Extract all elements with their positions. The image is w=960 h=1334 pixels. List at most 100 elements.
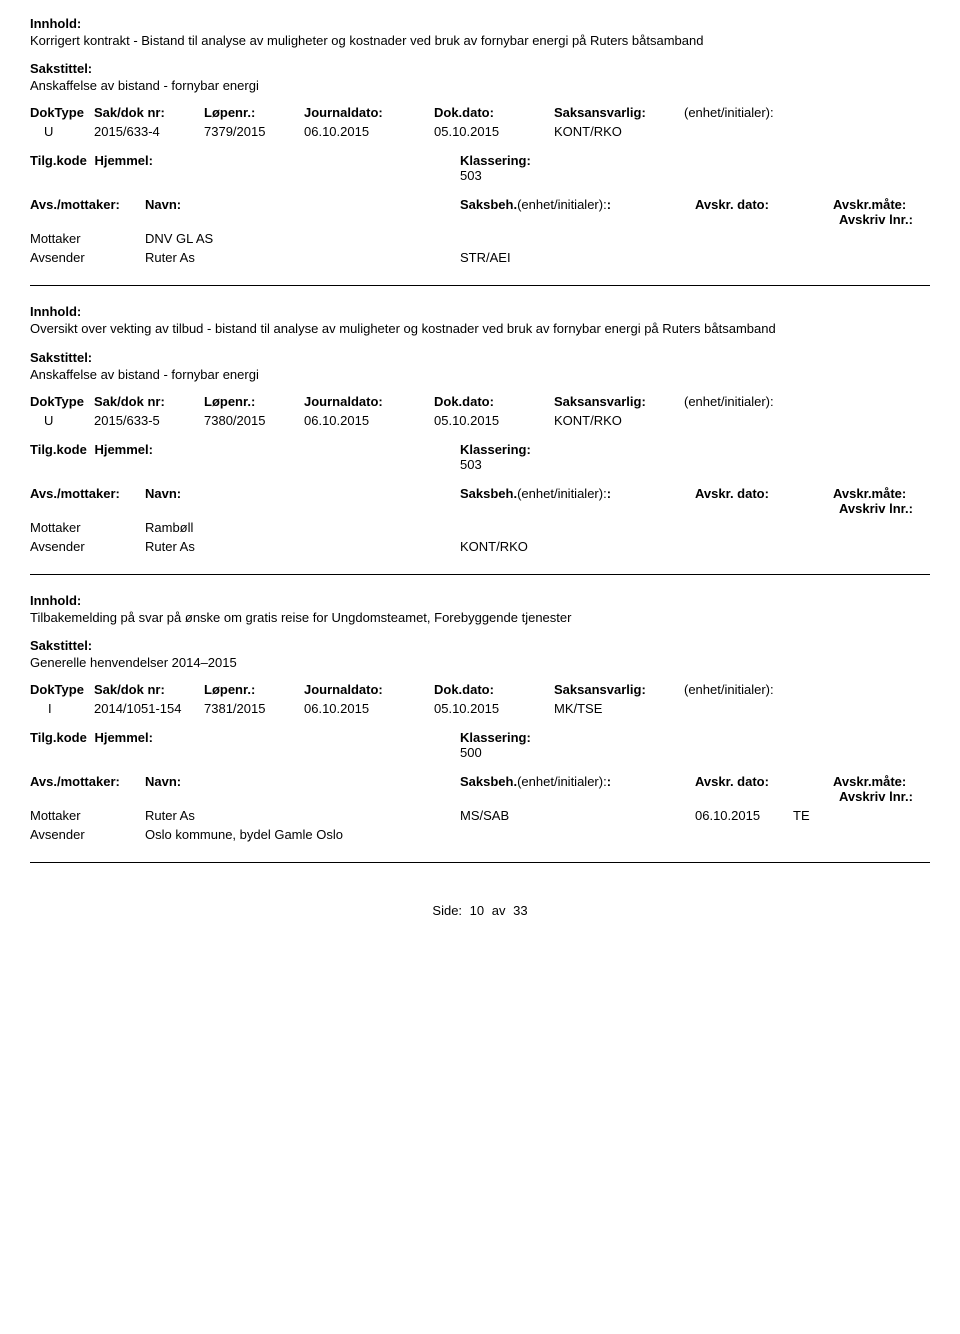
party-name: DNV GL AS (145, 231, 460, 246)
hjemmel-label: Hjemmel: (94, 153, 153, 168)
party-avskr-mate: TE (793, 808, 833, 823)
innhold-text: Oversikt over vekting av tilbud - bistan… (30, 321, 930, 337)
party-saksbeh: STR/AEI (460, 250, 695, 265)
meta-value-row: U 2015/633-5 7380/2015 06.10.2015 05.10.… (30, 413, 930, 428)
avsmottaker-label: Avs./mottaker: (30, 774, 145, 804)
page-footer: Side: 10 av 33 (30, 903, 930, 918)
avsmottaker-label: Avs./mottaker: (30, 197, 145, 227)
sakdok-label: Sak/dok nr: (94, 105, 204, 120)
meta-header-row: DokType Sak/dok nr: Løpenr.: Journaldato… (30, 682, 930, 697)
party-role: Avsender (30, 250, 145, 265)
meta-header-row: DokType Sak/dok nr: Løpenr.: Journaldato… (30, 105, 930, 120)
lopenr-label: Løpenr.: (204, 394, 304, 409)
journal-entry: Innhold: Tilbakemelding på svar på ønske… (30, 593, 930, 863)
innhold-block: Innhold: Korrigert kontrakt - Bistand ti… (30, 16, 930, 49)
tilg-klass-row: Tilg.kode Hjemmel: Klassering: 503 (30, 153, 930, 183)
innhold-block: Innhold: Oversikt over vekting av tilbud… (30, 304, 930, 337)
sakdok-value: 2015/633-5 (94, 413, 204, 428)
journaldato-label: Journaldato: (304, 394, 434, 409)
hjemmel-label: Hjemmel: (94, 442, 153, 457)
tilg-block: Tilg.kode Hjemmel: (30, 153, 460, 183)
dokdato-value: 05.10.2015 (434, 701, 554, 716)
party-role: Avsender (30, 827, 145, 842)
saksansvarlig-label: Saksansvarlig: (554, 394, 684, 409)
avskr-matelnr-block: Avskr.måte: Avskriv lnr.: (833, 774, 930, 804)
klassering-label: Klassering: (460, 442, 930, 457)
doktype-label: DokType (30, 105, 94, 120)
journaldato-value: 06.10.2015 (304, 701, 434, 716)
lopenr-label: Løpenr.: (204, 682, 304, 697)
journaldato-value: 06.10.2015 (304, 413, 434, 428)
journaldato-value: 06.10.2015 (304, 124, 434, 139)
party-row: Mottaker Ruter As MS/SAB 06.10.2015 TE (30, 808, 930, 823)
party-name: Rambøll (145, 520, 460, 535)
party-role: Mottaker (30, 520, 145, 535)
party-name: Ruter As (145, 808, 460, 823)
avskr-dato-label: Avskr. dato: (695, 197, 793, 227)
party-saksbeh (460, 231, 695, 246)
tilg-block: Tilg.kode Hjemmel: (30, 442, 460, 472)
sakstittel-block: Sakstittel: Anskaffelse av bistand - for… (30, 350, 930, 382)
saksansvarlig-label: Saksansvarlig: (554, 682, 684, 697)
innhold-block: Innhold: Tilbakemelding på svar på ønske… (30, 593, 930, 626)
avskriv-lnr-label: Avskriv lnr.: (839, 501, 913, 516)
avskriv-lnr-label: Avskriv lnr.: (839, 212, 913, 227)
avskr-dato-label: Avskr. dato: (695, 774, 793, 804)
saksbeh-label-block: Saksbeh.(enhet/initialer):: (460, 774, 695, 804)
sakstittel-block: Sakstittel: Anskaffelse av bistand - for… (30, 61, 930, 93)
sakstittel-text: Generelle henvendelser 2014–2015 (30, 655, 930, 670)
doktype-value: I (30, 701, 94, 716)
avskr-matelnr-block: Avskr.måte: Avskriv lnr.: (833, 197, 930, 227)
klass-block: Klassering: 503 (460, 442, 930, 472)
lopenr-value: 7379/2015 (204, 124, 304, 139)
party-saksbeh: MS/SAB (460, 808, 695, 823)
sakdok-label: Sak/dok nr: (94, 682, 204, 697)
navn-label: Navn: (145, 774, 460, 804)
enhet-value (684, 701, 930, 716)
meta-header-row: DokType Sak/dok nr: Løpenr.: Journaldato… (30, 394, 930, 409)
innhold-label: Innhold: (30, 16, 930, 31)
party-name: Ruter As (145, 250, 460, 265)
party-role: Mottaker (30, 231, 145, 246)
tilgkode-label: Tilg.kode (30, 153, 87, 168)
klassering-label: Klassering: (460, 153, 930, 168)
doktype-label: DokType (30, 394, 94, 409)
tilg-block: Tilg.kode Hjemmel: (30, 730, 460, 760)
klassering-value: 503 (460, 457, 930, 472)
innhold-text: Korrigert kontrakt - Bistand til analyse… (30, 33, 930, 49)
avsmottaker-label: Avs./mottaker: (30, 486, 145, 516)
saksbeh-enhet-label: (enhet/initialer): (517, 774, 607, 789)
tilg-klass-row: Tilg.kode Hjemmel: Klassering: 503 (30, 442, 930, 472)
dokdato-value: 05.10.2015 (434, 124, 554, 139)
dokdato-label: Dok.dato: (434, 394, 554, 409)
party-avskr-dato: 06.10.2015 (695, 808, 793, 823)
enhet-label: (enhet/initialer): (684, 394, 930, 409)
sakstittel-block: Sakstittel: Generelle henvendelser 2014–… (30, 638, 930, 670)
avskr-matelnr-block: Avskr.måte: Avskriv lnr.: (833, 486, 930, 516)
sakstittel-label: Sakstittel: (30, 61, 930, 76)
footer-current: 10 (470, 903, 484, 918)
meta-value-row: U 2015/633-4 7379/2015 06.10.2015 05.10.… (30, 124, 930, 139)
lopenr-label: Løpenr.: (204, 105, 304, 120)
avskriv-lnr-label: Avskriv lnr.: (839, 789, 913, 804)
party-row: Mottaker DNV GL AS (30, 231, 930, 246)
saksansvarlig-value: KONT/RKO (554, 413, 684, 428)
party-row: Avsender Ruter As STR/AEI (30, 250, 930, 265)
party-saksbeh: KONT/RKO (460, 539, 695, 554)
party-row: Avsender Oslo kommune, bydel Gamle Oslo (30, 827, 930, 842)
journal-entry: Innhold: Oversikt over vekting av tilbud… (30, 304, 930, 574)
meta-value-row: I 2014/1051-154 7381/2015 06.10.2015 05.… (30, 701, 930, 716)
sakstittel-text: Anskaffelse av bistand - fornybar energi (30, 367, 930, 382)
lopenr-value: 7381/2015 (204, 701, 304, 716)
avskr-mate-label: Avskr.måte: (833, 774, 906, 789)
party-name: Oslo kommune, bydel Gamle Oslo (145, 827, 460, 842)
klass-block: Klassering: 500 (460, 730, 930, 760)
saksansvarlig-label: Saksansvarlig: (554, 105, 684, 120)
saksansvarlig-value: KONT/RKO (554, 124, 684, 139)
lopenr-value: 7380/2015 (204, 413, 304, 428)
footer-total: 33 (513, 903, 527, 918)
sakstittel-label: Sakstittel: (30, 638, 930, 653)
saksansvarlig-value: MK/TSE (554, 701, 684, 716)
enhet-value (684, 413, 930, 428)
hjemmel-label: Hjemmel: (94, 730, 153, 745)
